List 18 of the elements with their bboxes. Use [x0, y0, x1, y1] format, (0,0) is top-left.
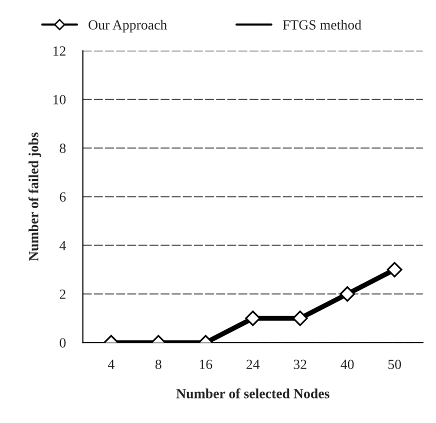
- y-tick-label: 2: [60, 290, 66, 299]
- y-tick-label: 4: [60, 241, 66, 250]
- x-tick-label: 32: [294, 360, 306, 370]
- x-tick-label: 50: [388, 360, 401, 370]
- y-tick-label: 8: [60, 144, 66, 154]
- x-tick-label: 40: [340, 360, 354, 370]
- x-tick-label: 8: [155, 360, 162, 370]
- x-tick-label: 24: [246, 360, 260, 369]
- legend-label: FTGS method: [282, 20, 362, 30]
- y-tick-label: 0: [60, 338, 66, 348]
- x-axis-title: Number of selected Nodes: [176, 388, 330, 398]
- y-tick-label: 10: [54, 94, 66, 104]
- x-tick-label: 16: [200, 360, 212, 370]
- y-tick-label: 6: [60, 192, 66, 202]
- legend-label: Our Approach: [88, 20, 167, 32]
- x-tick-label: 4: [108, 360, 114, 369]
- y-tick-label: 12: [54, 46, 66, 56]
- y-axis-title: Number of failed jobs: [28, 132, 42, 261]
